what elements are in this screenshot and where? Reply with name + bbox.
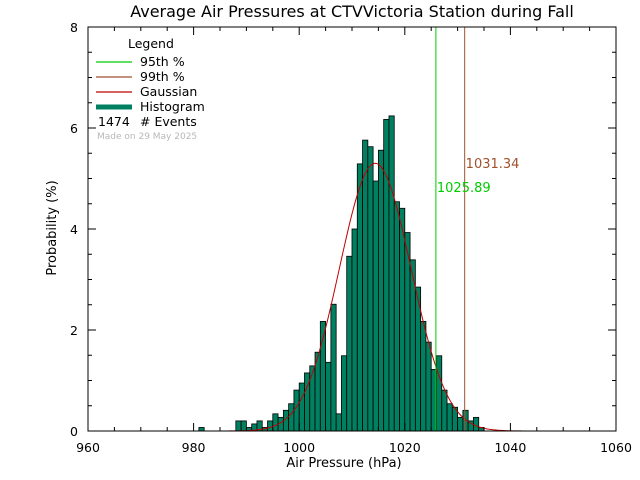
histogram-bar-23 [351, 228, 358, 432]
y-axis-label: Probability (%) [45, 180, 60, 275]
x-tick-label: 1020 [389, 440, 421, 455]
histogram-bar-1 [235, 420, 242, 432]
histogram-bar-30 [388, 115, 395, 432]
histogram-bar-39 [436, 355, 443, 432]
x-tick-label: 960 [76, 440, 100, 455]
x-tick-label: 1040 [494, 440, 526, 455]
histogram-bar-19 [330, 303, 337, 432]
histogram-bar-12 [293, 389, 300, 432]
histogram-bar-22 [346, 255, 353, 432]
legend-label-histogram: Histogram [140, 99, 205, 114]
legend: Legend 95th % 99th % Gaussian Histogram … [96, 36, 205, 142]
histogram-bar-43 [457, 416, 464, 432]
histogram-bar-25 [362, 139, 369, 432]
histogram-bar-2 [240, 420, 247, 432]
histogram-bar-0 [198, 427, 205, 432]
x-axis-label: Air Pressure (hPa) [286, 456, 401, 471]
histogram-bar-11 [288, 403, 295, 432]
histogram-bar-31 [393, 201, 400, 432]
x-tick-label: 1000 [283, 440, 315, 455]
histogram-bar-41 [446, 403, 453, 432]
percentile-label-0: 1025.89 [437, 181, 491, 196]
histogram-bar-37 [425, 341, 432, 432]
histogram-bar-7 [267, 420, 274, 432]
legend-label-95th: 95th % [140, 54, 185, 69]
histogram-bar-40 [441, 389, 448, 432]
legend-label-gaussian: Gaussian [140, 84, 197, 99]
histogram-bar-18 [325, 361, 332, 432]
y-tick-label: 2 [70, 323, 78, 338]
histogram-bar-28 [377, 149, 385, 432]
legend-label-99th: 99th % [140, 69, 185, 84]
y-tick-label: 0 [70, 424, 78, 439]
histogram-bar-26 [367, 146, 374, 432]
y-tick-label: 8 [70, 20, 78, 35]
chart-title: Average Air Pressures at CTVVictoria Sta… [130, 2, 574, 21]
histogram-bar-24 [356, 163, 363, 432]
histogram-bar-32 [399, 207, 406, 432]
events-count: 1474 [98, 114, 130, 129]
x-tick-label: 1060 [600, 440, 632, 455]
percentile-label-1: 1031.34 [466, 157, 520, 172]
y-tick-label: 4 [70, 222, 78, 237]
histogram-bar-8 [272, 413, 279, 432]
events-label: # Events [140, 114, 197, 129]
histogram-bar-13 [298, 382, 305, 432]
histogram-bar-21 [341, 355, 348, 432]
legend-title: Legend [128, 36, 174, 51]
x-tick-label: 980 [182, 440, 206, 455]
histogram-bar-27 [372, 180, 379, 432]
y-tick-label: 6 [70, 121, 78, 136]
histogram-bar-20 [335, 413, 342, 432]
histogram-bar-46 [473, 416, 480, 432]
plot-area: 1025.89 1031.34 960 980 1000 1020 1040 1060 0 2 4 6… [70, 20, 632, 455]
histogram-bar-36 [420, 321, 427, 432]
histogram-bar-15 [309, 365, 316, 432]
histogram-bar-29 [383, 119, 390, 432]
creation-stamp: Made on 29 May 2025 [97, 132, 197, 142]
